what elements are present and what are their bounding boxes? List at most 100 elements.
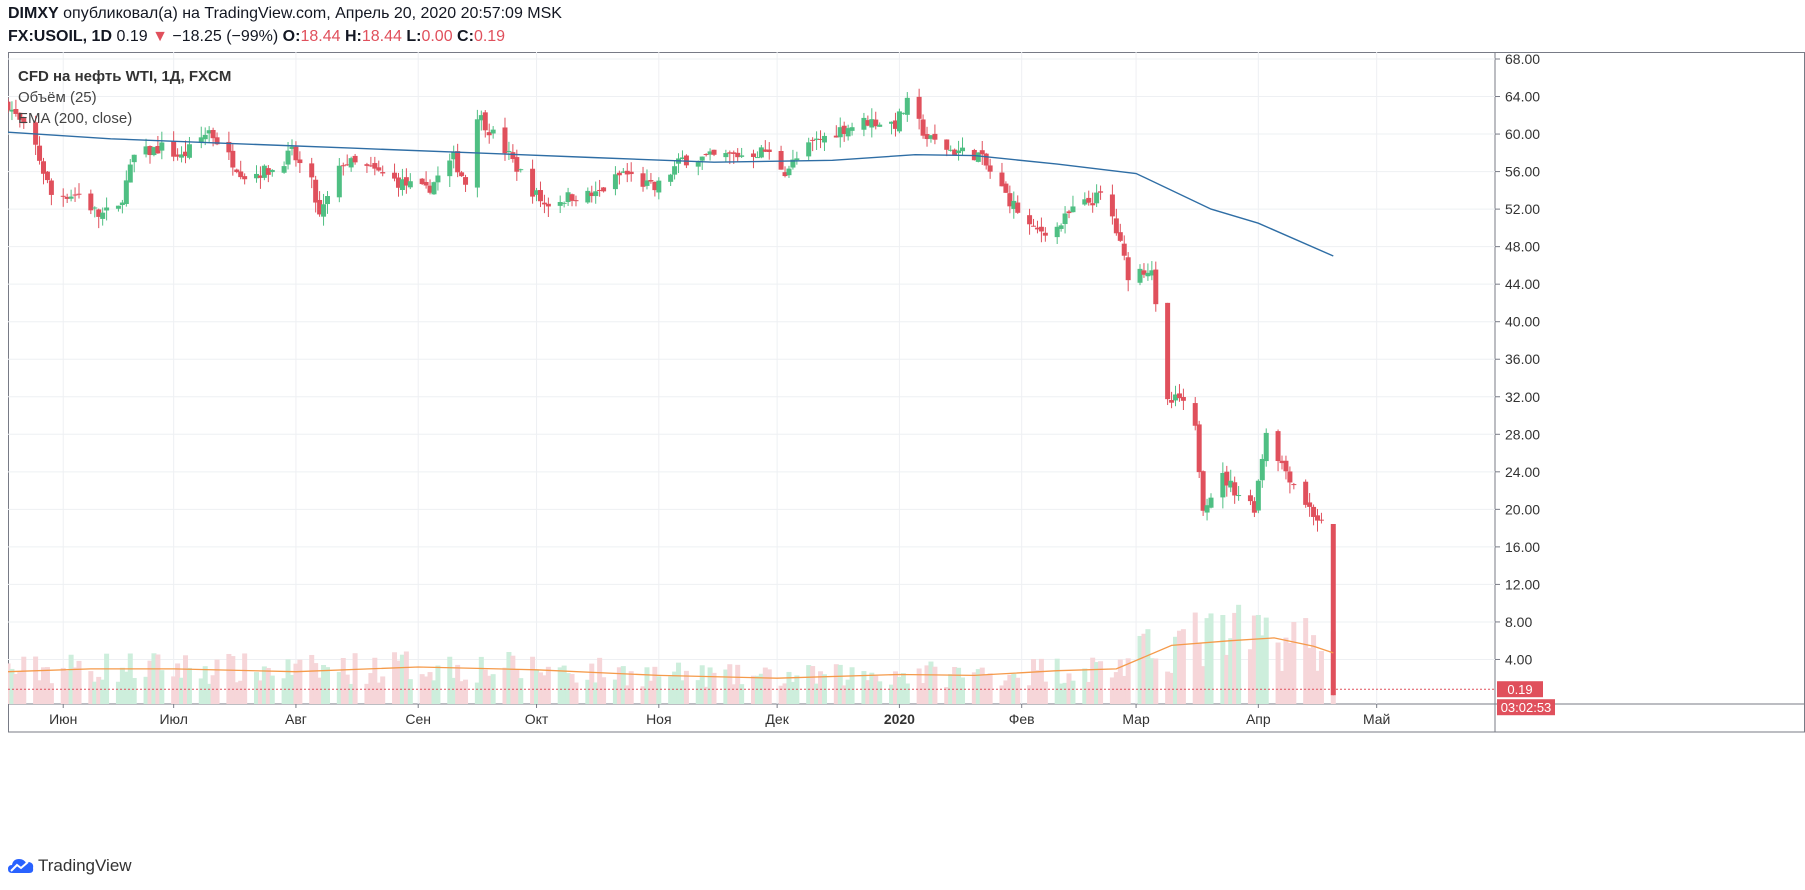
candle-body	[202, 134, 208, 140]
candle-body	[198, 137, 204, 143]
candle-body	[506, 150, 512, 152]
candle-body	[313, 179, 319, 203]
candle-body	[265, 168, 271, 175]
volume-bar	[1027, 685, 1033, 704]
volume-bar	[620, 666, 626, 704]
author-name[interactable]: DIMXY	[8, 5, 59, 22]
volume-bar	[242, 653, 248, 704]
price-tag-bg	[1497, 681, 1543, 698]
volume-bar	[234, 682, 240, 704]
candle-body	[1247, 495, 1253, 502]
candle-body	[1208, 497, 1214, 508]
candle-body	[253, 173, 259, 179]
candle-body	[1165, 302, 1171, 400]
candle-body	[814, 138, 820, 140]
candle-body	[1086, 197, 1092, 203]
volume-bar	[1125, 658, 1131, 704]
candle-body	[1311, 506, 1317, 517]
high-value: 18.44	[361, 28, 402, 45]
volume-bar	[900, 673, 906, 704]
candle-body	[376, 167, 382, 171]
candle-body	[597, 189, 603, 191]
candle-body	[656, 180, 662, 193]
candle-body	[782, 172, 788, 177]
candle-body	[9, 109, 15, 112]
candle-body	[1003, 183, 1009, 193]
volume-bar	[1137, 635, 1143, 704]
candle-body	[975, 152, 981, 162]
volume-bar	[510, 655, 516, 704]
volume-bar	[924, 665, 930, 704]
candle-body	[455, 151, 461, 173]
candle-body	[1283, 460, 1289, 472]
volume-bar	[261, 666, 267, 704]
volume-bar	[1318, 651, 1324, 704]
volume-bar	[656, 676, 662, 704]
candle-body	[727, 152, 733, 154]
volume-bar	[340, 658, 346, 704]
x-tick-label: Фев	[1009, 711, 1035, 727]
candle-body	[593, 191, 599, 197]
volume-bar	[238, 680, 244, 704]
volume-bar	[1200, 666, 1206, 704]
volume-bar	[1090, 657, 1096, 704]
volume-bar	[703, 686, 709, 704]
x-tick-label: Ноя	[646, 711, 671, 727]
candle-body	[1318, 519, 1324, 521]
candle-body	[490, 129, 496, 134]
volume-bar	[892, 671, 898, 704]
volume-bar	[573, 682, 579, 704]
candle-body	[60, 195, 66, 197]
volume-bar	[1283, 637, 1289, 704]
last-price: 0.19	[116, 28, 148, 45]
volume-bar	[198, 678, 204, 704]
volume-bar	[175, 663, 181, 704]
candle-body	[900, 112, 906, 114]
candle-body	[1330, 523, 1336, 696]
candle-body	[340, 165, 346, 167]
volume-bar	[17, 670, 23, 704]
candle-body	[1015, 202, 1021, 213]
candle-body	[419, 178, 425, 185]
candle-body	[624, 170, 630, 175]
volume-bar	[1259, 635, 1265, 704]
volume-bar	[975, 669, 981, 704]
volume-bar	[427, 672, 433, 704]
candle-body	[786, 168, 792, 176]
volume-bar	[1098, 661, 1104, 704]
candle-body	[40, 161, 46, 174]
volume-bar	[1232, 612, 1238, 704]
volume-bar	[679, 680, 685, 704]
candle-body	[459, 172, 465, 177]
volume-bar	[1038, 658, 1044, 704]
volume-bar	[597, 657, 603, 704]
candle-body	[952, 149, 958, 155]
candle-body	[147, 146, 153, 156]
volume-bar	[754, 675, 760, 704]
candle-body	[956, 150, 962, 154]
candle-body	[754, 157, 760, 159]
x-tick-label: Май	[1363, 711, 1390, 727]
candle-body	[407, 181, 413, 188]
volume-bar	[1224, 654, 1230, 704]
volume-bar	[447, 656, 453, 704]
price-chart[interactable]: 68.00 64.00 60.00 56.00 52.00 48.00 44.00 40.00…	[8, 52, 1805, 844]
volume-bar	[297, 659, 303, 704]
volume-bar	[794, 675, 800, 704]
volume-bar	[289, 674, 295, 704]
footer-brand[interactable]: TradingView	[8, 856, 132, 876]
volume-bar	[530, 656, 536, 704]
volume-bar	[1034, 670, 1040, 704]
volume-bar	[1082, 668, 1088, 704]
close-value: 0.19	[473, 28, 506, 45]
candle-body	[1200, 471, 1206, 511]
candle-body	[1196, 424, 1202, 473]
volume-bar	[1113, 672, 1119, 704]
candle-body	[999, 172, 1005, 187]
volume-bar	[806, 665, 812, 704]
candle-body	[143, 146, 149, 155]
candle-body	[1137, 268, 1143, 283]
legend-ema[interactable]: EMA (200, close)	[18, 110, 133, 127]
legend-volume[interactable]: Объём (25)	[18, 89, 97, 106]
candle-body	[541, 202, 547, 205]
